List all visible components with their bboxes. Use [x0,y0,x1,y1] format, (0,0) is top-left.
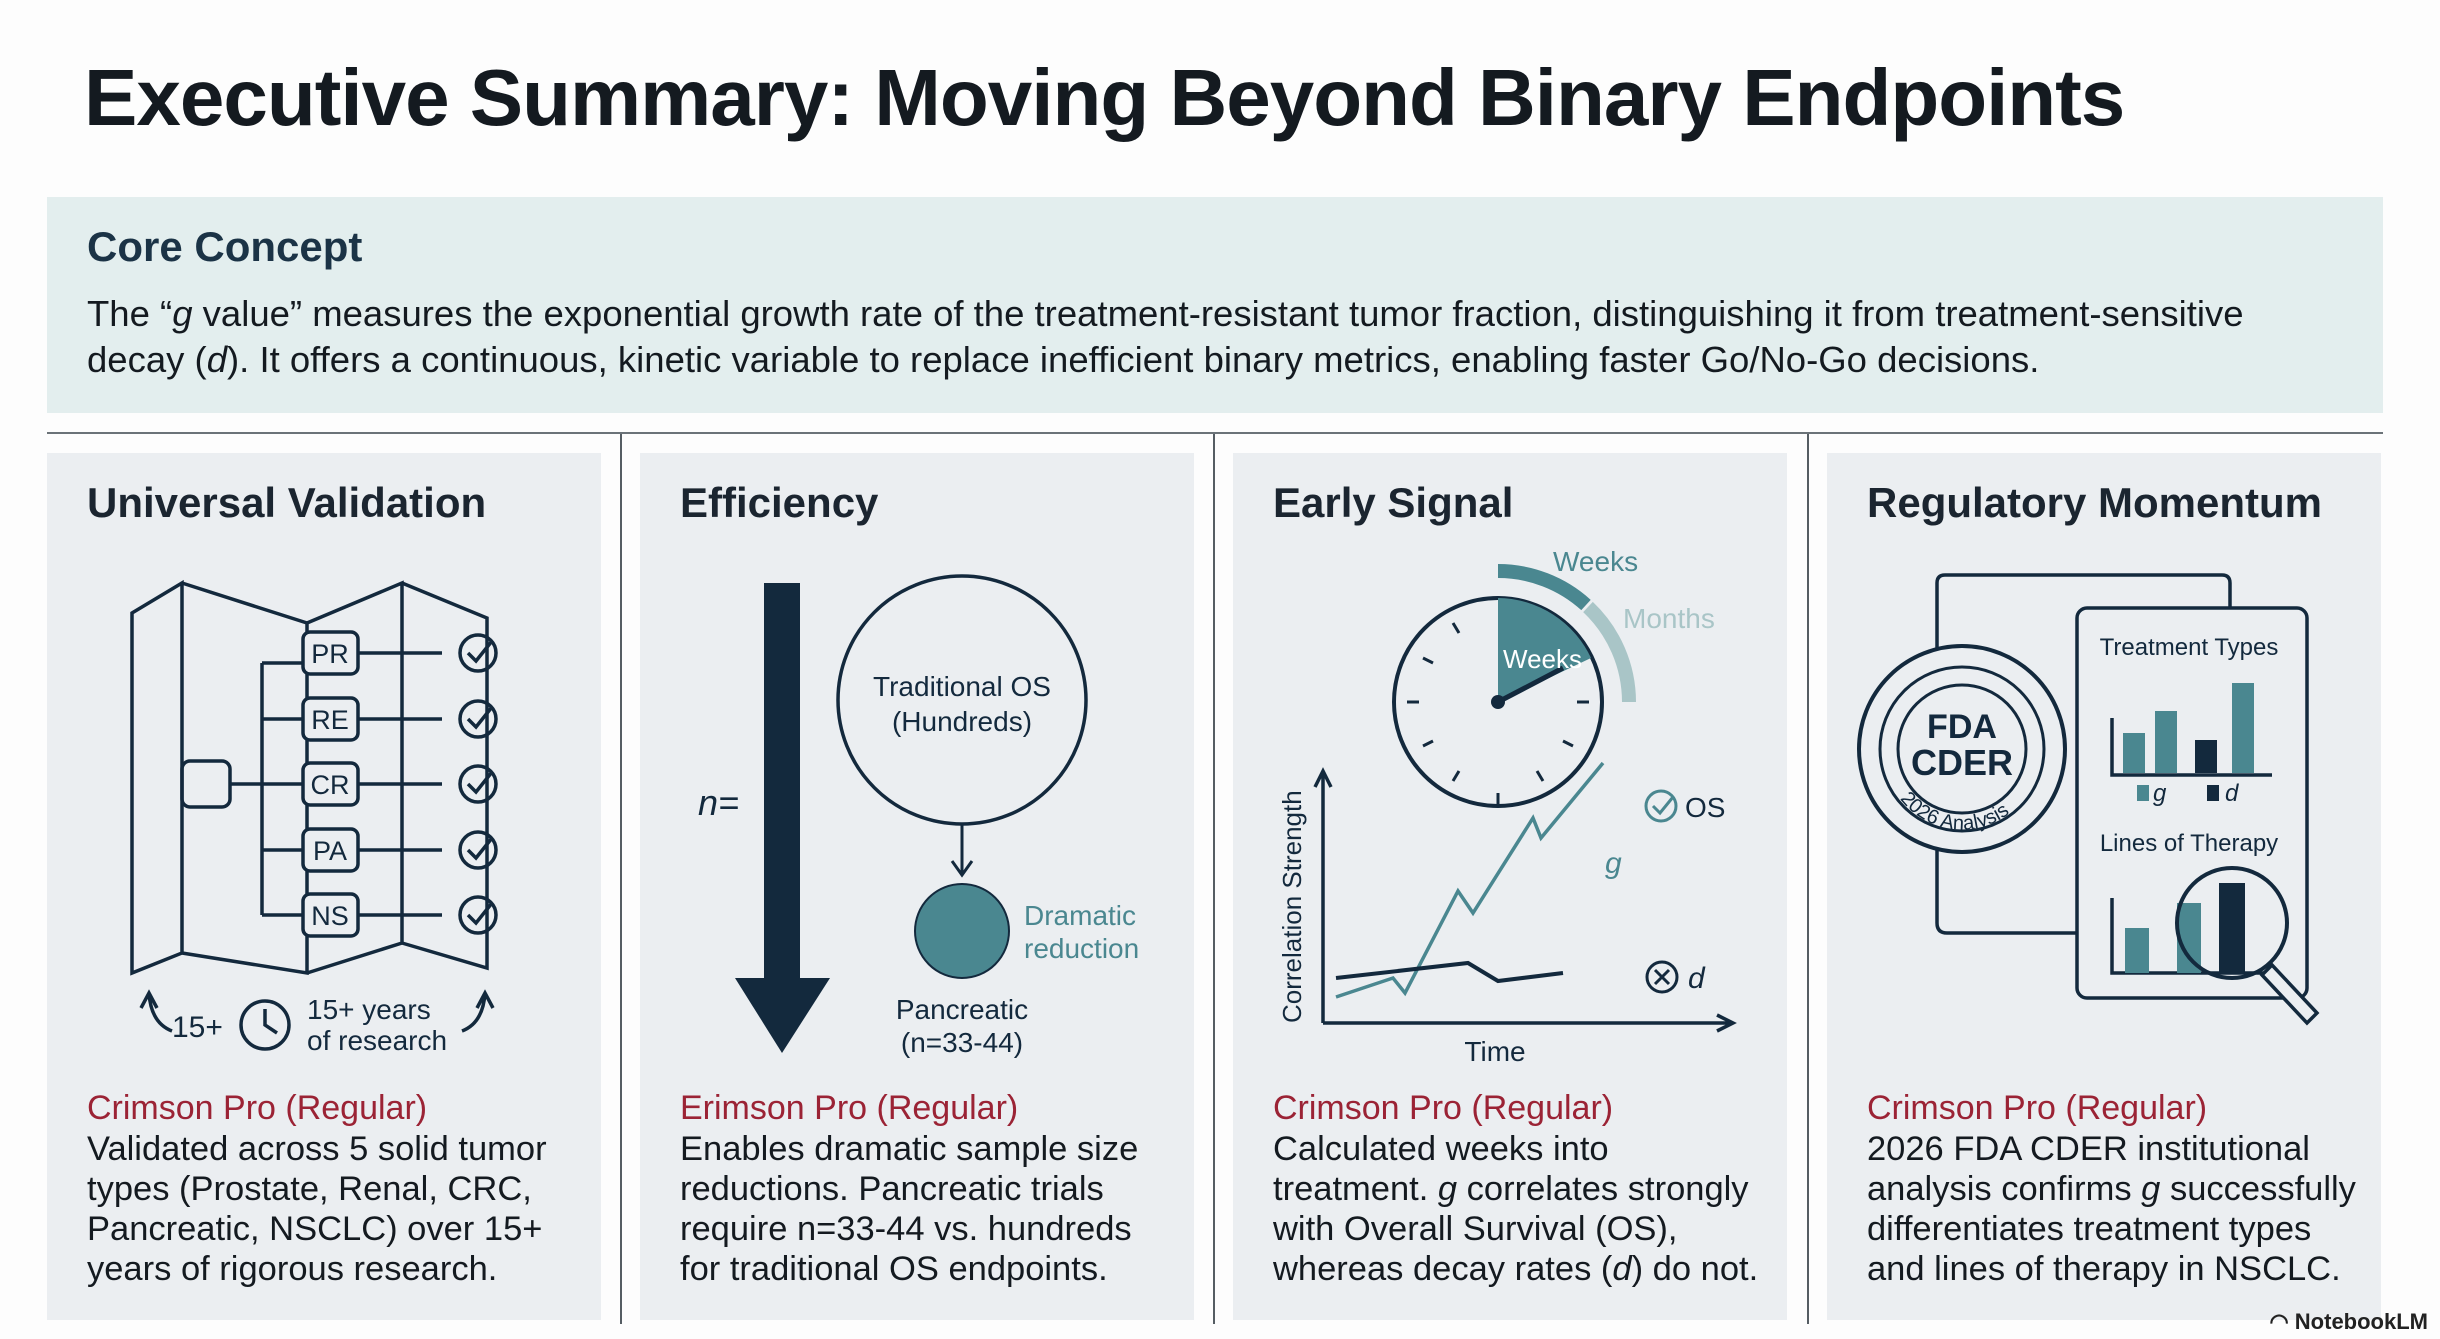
check-circle-icon [458,633,498,673]
d-label: d [1688,962,1706,995]
card-efficiency: Efficiency n= Traditional OS (Hundreds) … [640,453,1194,1320]
divider [620,434,622,1324]
notebooklm-logo-icon: ◠ [2269,1309,2295,1334]
card-subtitle: Crimson Pro (Regular) [1867,1089,2208,1127]
card-subtitle: Crimson Pro (Regular) [87,1089,428,1127]
text: The “ [87,293,173,334]
card-body: 2026 FDA CDER institutional analysis con… [1867,1129,2367,1289]
x-axis-label: Time [1464,1036,1525,1067]
y-axis-label: Correlation Strength [1277,790,1307,1023]
arrow-head-icon [735,978,830,1053]
text: g [172,293,193,334]
months-label: Months [1623,603,1715,634]
x-circle-icon [1645,960,1679,994]
chart-axes [1313,767,1737,1033]
text: value” measures the exponential growth r… [87,293,2244,380]
card-subtitle: Erimson Pro (Regular) [680,1089,1019,1127]
text: d [1612,1250,1632,1288]
pancreatic-label: (n=33-44) [901,1027,1023,1058]
card-title: Universal Validation [87,479,487,526]
text: successfully differentiates treatment ty… [1867,1170,2356,1288]
validation-illustration: PR RE CR PA NS 15+ 15+ years of research [130,579,498,1056]
card-body: Validated across 5 solid tumor types (Pr… [87,1130,547,1288]
card-universal-validation: Universal Validation PR RE CR PA NS 15+ … [47,453,601,1320]
reduction-label: reduction [1024,933,1139,964]
brand-label: NotebookLM [2294,1309,2428,1334]
card-title: Efficiency [680,479,879,526]
pancreatic-label: Pancreatic [896,994,1028,1025]
g-label: g [1605,847,1622,880]
text: 2026 FDA CDER institutional analysis con… [1867,1130,2310,1208]
text: correlates strongly with Overall Surviva… [1273,1170,1749,1288]
text: d [206,339,228,380]
weeks-inner-label: Weeks [1503,644,1582,674]
years-count: 15+ [172,1011,223,1044]
check-circle-icon [458,699,498,739]
reduced-circle [914,883,1010,979]
weeks-label: Weeks [1553,546,1638,577]
tumor-type-label: PR [311,639,349,669]
tumor-type-label: NS [311,901,349,931]
chart-title: Lines of Therapy [2100,830,2278,857]
card-regulatory-momentum: Regulatory Momentum g d Treatment Types … [1827,453,2381,1320]
sample-size-arrow [764,583,800,983]
early-signal-illustration: Weeks Months Weeks Correlation Strength … [1277,546,1737,1067]
years-label: of research [307,1025,447,1056]
core-concept-heading: Core Concept [87,223,363,270]
check-circle-icon [458,830,498,870]
page-title: Executive Summary: Moving Beyond Binary … [84,53,2125,142]
legend-g: g [2153,780,2167,807]
card-title: Early Signal [1273,479,1514,526]
reduction-label: Dramatic [1024,900,1136,931]
text: g [1437,1170,1458,1208]
d-series-line [1335,960,1564,984]
divider [47,432,2383,434]
back-document [1935,573,2232,748]
clock-icon [239,999,291,1051]
g-series-line [1335,761,1605,999]
seal-text: FDA [1927,708,1997,746]
source-box [180,759,232,809]
fda-seal [1857,644,2067,854]
magnifier-icon [2175,866,2289,980]
months-arc [1583,601,1636,703]
os-label: OS [1685,792,1725,823]
text: ) do not. [1631,1250,1759,1288]
regulatory-illustration: g d Treatment Types Lines of Therapy FDA… [1857,573,2320,1026]
efficiency-illustration: n= Traditional OS (Hundreds) Dramatic re… [698,574,1139,1058]
tumor-type-label: PA [313,836,347,866]
text: ). It offers a continuous, kinetic varia… [227,339,2040,380]
tumor-type-label: CR [311,770,350,800]
legend-d: d [2225,780,2239,807]
card-body: Calculated weeks into treatment. g corre… [1273,1129,1773,1289]
card-title: Regulatory Momentum [1867,479,2323,526]
n-label: n= [698,782,739,823]
down-arrow-icon [950,825,974,878]
card-body: Enables dramatic sample size reductions.… [680,1130,1139,1288]
traditional-os-circle [836,574,1088,826]
card-subtitle: Crimson Pro (Regular) [1273,1089,1614,1127]
weeks-wedge [1498,598,1591,702]
divider [1807,434,1809,1324]
core-concept-body: The “g value” measures the exponential g… [87,291,2347,383]
text: Calculated weeks into treatment. [1273,1130,1609,1208]
card-early-signal: Early Signal Weeks Months Weeks Correlat… [1233,453,1787,1320]
weeks-arc [1497,564,1591,611]
circle-label: (Hundreds) [892,706,1032,737]
circle-label: Traditional OS [873,671,1051,702]
tumor-type-label: RE [311,705,349,735]
check-circle-icon [458,764,498,804]
divider [1213,434,1215,1324]
check-circle-icon [458,895,498,935]
text: g [2141,1170,2161,1208]
years-label: 15+ years [307,994,431,1025]
chart-title: Treatment Types [2100,634,2279,661]
notebooklm-brand: ◠ NotebookLM [2269,1309,2428,1335]
seal-text: CDER [1911,742,2013,783]
check-circle-icon [1644,789,1678,823]
core-concept-panel: Core Concept The “g value” measures the … [47,197,2383,413]
